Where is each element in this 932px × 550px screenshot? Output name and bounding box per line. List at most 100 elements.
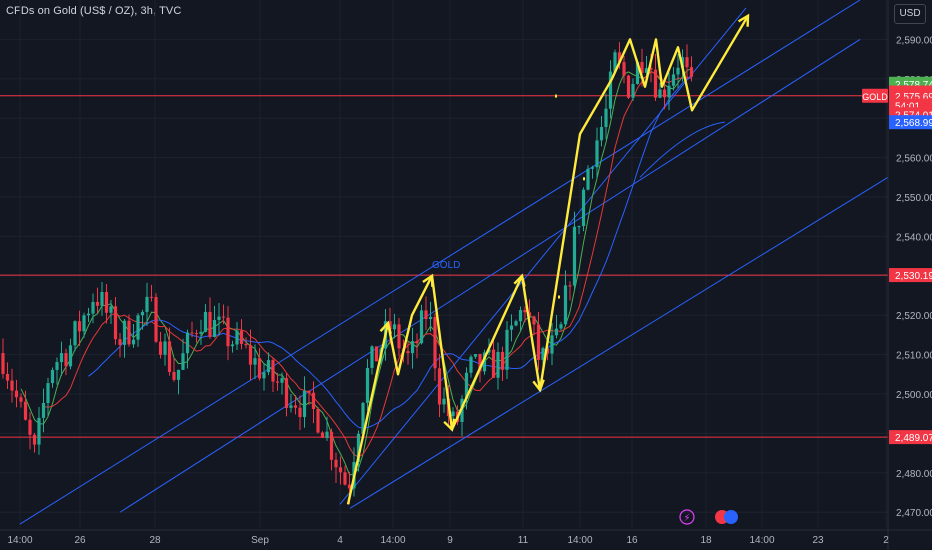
candle-body (572, 226, 577, 286)
y-tick-label: 2,480.00 (896, 469, 932, 480)
candle-body (433, 316, 437, 369)
candle-body (221, 316, 226, 318)
candle-body (491, 349, 496, 378)
candle-body (307, 390, 311, 393)
candle-body (410, 341, 415, 354)
candle-body (59, 353, 64, 363)
overlay-extras: GOLD ⚡ (432, 94, 738, 525)
candle-body (559, 324, 563, 329)
candle-body (41, 402, 46, 418)
channel-line (119, 38, 861, 513)
candle-body (5, 373, 10, 381)
x-tick-label: 2 (883, 535, 889, 546)
candle-body (262, 372, 266, 379)
candle-body (356, 433, 361, 462)
candle-body (451, 411, 455, 417)
candle-body (536, 324, 541, 360)
candle-body (199, 331, 203, 334)
candle-body (73, 321, 77, 346)
moving-averages (20, 68, 726, 476)
marker (583, 177, 585, 181)
x-tick-label: 23 (812, 535, 824, 546)
candle-body (631, 83, 635, 98)
candle-body (685, 57, 689, 68)
lightning-icon-glyph: ⚡ (683, 513, 690, 524)
candle-body (532, 316, 536, 325)
candle-body (568, 285, 572, 287)
price-badge-label: GOLD (862, 92, 888, 102)
price-badge (889, 430, 932, 445)
candle-body (437, 368, 442, 405)
arrow-path (430, 274, 542, 431)
candle-body (406, 351, 410, 354)
candle-body (662, 89, 667, 98)
candle-body (424, 310, 428, 320)
candle-body (365, 367, 370, 403)
candle-body (667, 85, 671, 98)
candle-body (131, 339, 136, 345)
candle-body (550, 335, 554, 354)
candle-body (118, 339, 122, 345)
candle-body (194, 333, 199, 335)
candle-body (149, 296, 154, 298)
candle-body (154, 297, 158, 342)
price-badge (889, 268, 932, 283)
arrow-head (737, 13, 750, 27)
candle-body (104, 291, 109, 313)
price-badge-label: 2,578.74 (895, 80, 932, 91)
candle-body (113, 306, 118, 340)
candle-body (19, 397, 23, 402)
currency-button[interactable]: USD (894, 4, 926, 24)
candle-body (689, 67, 694, 77)
price-badge-label: 2,575.69 (895, 92, 932, 103)
candle-body (563, 285, 568, 325)
candle-body (181, 353, 185, 370)
candle-body (514, 321, 518, 326)
candle-body (415, 341, 419, 344)
candle-body (248, 345, 253, 365)
candle-body (50, 369, 55, 384)
candle-body (271, 360, 275, 382)
candle-body (496, 351, 500, 378)
candle-body (32, 434, 37, 445)
ma-slow-extension (639, 121, 726, 178)
candle-body (109, 306, 113, 313)
candle-body (604, 108, 608, 128)
candle-body (284, 378, 289, 408)
channel-line (19, 0, 861, 525)
candle-body (590, 167, 595, 169)
candle-body (622, 62, 626, 76)
candle-body (280, 378, 284, 383)
x-tick-label: 14:00 (7, 535, 32, 546)
candle-body (37, 417, 41, 445)
arrow-path (346, 275, 434, 505)
price-badge (862, 88, 888, 103)
candle-body (608, 71, 613, 109)
grid-layer (0, 0, 888, 528)
candle-body (640, 62, 644, 73)
x-tick-label: 14:00 (749, 535, 774, 546)
flag-icon (724, 510, 738, 524)
candle-body (185, 332, 190, 354)
y-tick-label: 2,590.00 (896, 35, 932, 46)
candle-body (644, 68, 649, 73)
candle-body (442, 398, 446, 405)
candle-body (23, 401, 28, 420)
candle-body (253, 358, 257, 365)
candle-body (370, 346, 374, 368)
candle-body (509, 325, 514, 330)
candle-body (217, 316, 221, 320)
candle-body (676, 67, 680, 75)
candle-body (334, 459, 338, 468)
candle-body (464, 372, 469, 399)
candle-body (10, 380, 14, 391)
candle-body (325, 431, 329, 438)
arrow-head (443, 418, 456, 432)
candle-body (361, 402, 365, 434)
arrow-head (513, 273, 526, 287)
y-tick-label: 2,520.00 (896, 311, 932, 322)
candle-body (46, 383, 50, 403)
y-tick-label: 2,550.00 (896, 193, 932, 204)
